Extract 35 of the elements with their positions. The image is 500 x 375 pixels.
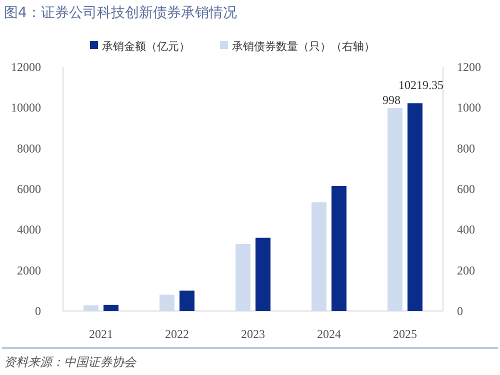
- bar: [312, 202, 326, 311]
- y-tick-label: 12000: [11, 60, 41, 74]
- y2-tick-label: 1000: [457, 100, 481, 115]
- y2-tick-label: 400: [457, 222, 475, 237]
- y-tick-label: 10000: [11, 100, 41, 115]
- data-label: 10219.35: [398, 78, 444, 92]
- x-tick-label: 2022: [165, 327, 189, 341]
- y-tick-label: 6000: [17, 182, 41, 196]
- bar: [104, 304, 118, 311]
- y2-tick-label: 800: [457, 141, 475, 156]
- y-tick-label: 2000: [17, 263, 41, 278]
- bar: [408, 103, 422, 311]
- y-tick-label: 4000: [17, 222, 41, 237]
- legend-label: 承销债券数量（只）（右轴）: [232, 40, 375, 53]
- x-tick-label: 2025: [393, 327, 417, 341]
- bar: [236, 244, 250, 311]
- y2-tick-label: 200: [457, 263, 475, 278]
- x-tick-label: 2024: [317, 327, 341, 341]
- data-label: 998: [382, 93, 400, 108]
- x-tick-label: 2021: [89, 327, 113, 341]
- bar: [332, 186, 346, 311]
- y2-tick-label: 1200: [457, 60, 481, 74]
- bar: [160, 294, 174, 311]
- y-tick-label: 8000: [17, 141, 41, 156]
- bar: [256, 238, 270, 311]
- x-tick-label: 2023: [241, 327, 265, 341]
- bar: [388, 108, 402, 311]
- y-tick-label: 0: [35, 304, 41, 318]
- y2-tick-label: 0: [457, 304, 463, 318]
- bar: [180, 290, 194, 311]
- legend-label: 承销金额（亿元）: [102, 40, 190, 53]
- bar: [84, 305, 98, 311]
- chart-title: 图4：证券公司科技创新债券承销情况: [4, 5, 237, 21]
- y2-tick-label: 600: [457, 182, 475, 196]
- text: 资料来源：中国证券协会: [4, 355, 137, 369]
